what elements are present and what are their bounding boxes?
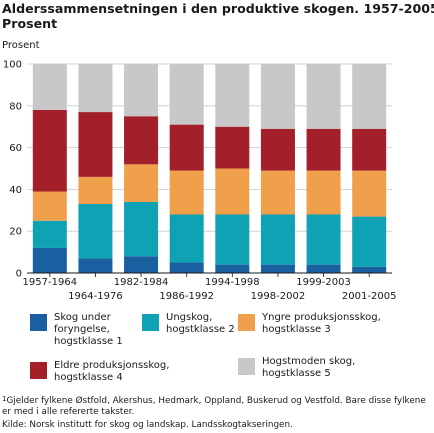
bar-segment [124, 256, 159, 273]
legend-item-hogstklasse-3: Yngre produksjonsskog, hogstklasse 3 [238, 312, 428, 342]
y-axis-label: Prosent [2, 40, 40, 51]
legend-label: Yngre produksjonsskog, hogstklasse 3 [262, 312, 381, 335]
legend-item-hogstklasse-1: Skog under foryngelse, hogstklasse 1 [30, 312, 150, 358]
bar-segment [32, 64, 67, 110]
bar-segment [306, 128, 341, 171]
footnote: 1Gjelder fylkene Østfold, Akershus, Hedm… [2, 396, 432, 418]
bar-segment [169, 214, 204, 263]
bar-segment [215, 64, 250, 127]
legend-swatch [238, 358, 255, 375]
source-note: Kilde: Norsk institutt for skog og lands… [2, 420, 293, 430]
bar-segment [124, 201, 159, 257]
y-tick-label: 0 [16, 269, 22, 280]
x-tick-label: 1998-2002 [251, 291, 306, 302]
bar-segment [215, 214, 250, 265]
stacked-bar-chart: 0 20 40 60 80 100 1957-1964 1964-1976 1982-1984… [3, 60, 397, 303]
legend-swatch [142, 314, 159, 331]
bar-segment [260, 170, 295, 215]
bar-segment [78, 112, 113, 177]
bar-segment [169, 262, 204, 273]
legend-label: Ungskog, hogstklasse 2 [166, 312, 235, 335]
bar-segment [169, 64, 204, 125]
bar-segment [260, 264, 295, 273]
bar-segment [32, 220, 67, 248]
bar-segment [169, 124, 204, 171]
x-tick-label: 1957-1964 [23, 277, 78, 288]
x-tick-label: 2001-2005 [342, 291, 397, 302]
legend-swatch [30, 314, 47, 331]
bar-segment [352, 64, 387, 129]
x-tick-label: 1982-1984 [114, 277, 169, 288]
y-tick-label: 20 [9, 227, 22, 238]
bar-segment [124, 116, 159, 165]
bar-segment [306, 214, 341, 265]
y-tick-label: 60 [9, 143, 22, 154]
bar-segment [32, 247, 67, 273]
bar-segment [352, 128, 387, 171]
bar-segment [352, 170, 387, 217]
bar-segment [32, 109, 67, 192]
legend-label: Hogstmoden skog, hogstklasse 5 [262, 356, 356, 379]
legend-label: Eldre produksjonsskog, hogstklasse 4 [54, 360, 170, 383]
bar-segment [124, 64, 159, 117]
bar-segment [260, 128, 295, 171]
chart-title: Alderssammensetningen i den produktive s… [2, 1, 434, 16]
bar-segment [32, 191, 67, 221]
y-tick-label: 40 [9, 185, 22, 196]
bar-segment [215, 168, 250, 215]
y-tick-labels: 0 20 40 60 80 100 [3, 60, 22, 280]
axes [27, 272, 392, 277]
bar-segment [215, 126, 250, 169]
legend-item-hogstklasse-4: Eldre produksjonsskog, hogstklasse 4 [30, 360, 220, 390]
x-tick-label: 1994-1998 [205, 277, 260, 288]
bar-segment [124, 164, 159, 202]
bar-segment [78, 176, 113, 205]
bars [32, 64, 387, 273]
bar-segment [215, 264, 250, 273]
legend-item-hogstklasse-2: Ungskog, hogstklasse 2 [142, 312, 262, 342]
x-tick-labels: 1957-1964 1964-1976 1982-1984 1986-1992 1994… [23, 277, 397, 302]
y-tick-label: 80 [9, 101, 22, 112]
footnote-marker: 1 [2, 395, 7, 403]
bar-segment [306, 264, 341, 273]
x-tick-label: 1986-1992 [159, 291, 214, 302]
x-tick-label: 1964-1976 [68, 291, 123, 302]
bar-segment [352, 216, 387, 267]
bar-segment [78, 64, 113, 113]
bar-segment [260, 64, 295, 129]
bar-segment [260, 214, 295, 265]
legend-label: Skog under foryngelse, hogstklasse 1 [54, 312, 123, 347]
bar-segment [306, 170, 341, 215]
legend-swatch [238, 314, 255, 331]
x-tick-label: 1999-2003 [296, 277, 351, 288]
y-tick-label: 100 [3, 60, 22, 71]
bar-segment [306, 64, 341, 129]
bar-segment [169, 170, 204, 215]
footnote-text: Gjelder fylkene Østfold, Akershus, Hedma… [2, 396, 426, 417]
legend-item-hogstklasse-5: Hogstmoden skog, hogstklasse 5 [238, 356, 428, 386]
bar-segment [78, 258, 113, 273]
bar-segment [352, 266, 387, 273]
legend-swatch [30, 362, 47, 379]
bar-segment [78, 204, 113, 259]
chart-subtitle: Prosent [2, 16, 58, 31]
